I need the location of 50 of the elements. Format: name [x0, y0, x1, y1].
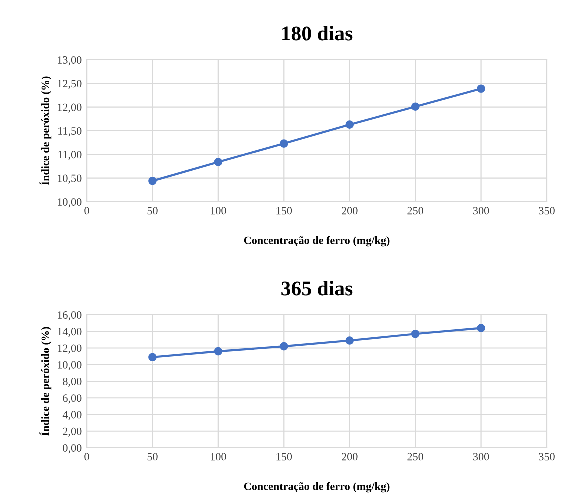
y-axis-title: Índice de peróxido (%) [40, 76, 52, 186]
y-tick-label: 8,00 [63, 378, 82, 388]
point [346, 336, 354, 345]
x-tick-label: 0 [84, 453, 90, 461]
y-tick-label: 0,00 [63, 444, 82, 454]
y-tick-label: 4,00 [62, 411, 82, 420]
y-axis-title: Índice de peróxido (%) [40, 327, 52, 436]
y-tick-label: 10,00 [58, 198, 82, 208]
y-tick-label: 11,50 [58, 127, 82, 137]
y-tick-label: 12,50 [58, 80, 82, 90]
x-tick-label: 150 [276, 453, 292, 461]
x-tick-label: 250 [408, 453, 424, 461]
x-tick-label: 50 [148, 207, 158, 215]
x-tick-label: 100 [211, 453, 226, 461]
point [411, 330, 420, 338]
chart-title: 365 dias [282, 281, 353, 296]
x-tick-label: 300 [473, 453, 490, 461]
point [280, 342, 288, 351]
x-tick-label: 350 [539, 207, 555, 215]
point [214, 158, 223, 166]
point [148, 353, 157, 362]
x-tick-label: 250 [408, 207, 424, 215]
point [477, 84, 486, 94]
x-tick-label: 50 [148, 453, 158, 461]
y-tick-label: 13,00 [58, 56, 82, 66]
y-tick-label: 16,00 [58, 311, 82, 321]
x-tick-label: 150 [276, 207, 292, 215]
x-tick-label: 100 [211, 207, 226, 215]
x-tick-label: 200 [342, 453, 358, 461]
x-tick-label: 200 [342, 207, 358, 215]
y-tick-label: 12,00 [58, 344, 82, 354]
x-tick-label: 300 [473, 207, 490, 215]
point [411, 102, 420, 112]
x-tick-label: 350 [539, 453, 555, 461]
y-tick-label: 14,00 [58, 328, 82, 338]
x-axis-title: Concentração de ferro (mg/kg) [244, 482, 390, 493]
point [346, 120, 354, 130]
y-tick-label: 10,00 [58, 361, 82, 370]
point [214, 347, 223, 356]
y-tick-label: 12,00 [58, 104, 82, 113]
y-tick-label: 2,00 [63, 428, 82, 437]
point [148, 177, 157, 186]
x-axis-title: Concentração de ferro (mg/kg) [244, 236, 390, 247]
x-tick-label: 0 [84, 207, 90, 215]
y-tick-label: 10,50 [58, 174, 82, 184]
y-tick-label: 11,00 [58, 151, 82, 160]
chart-title: 180 dias [282, 26, 353, 41]
point [280, 140, 288, 148]
point [477, 324, 486, 332]
y-tick-label: 6,00 [63, 394, 82, 404]
